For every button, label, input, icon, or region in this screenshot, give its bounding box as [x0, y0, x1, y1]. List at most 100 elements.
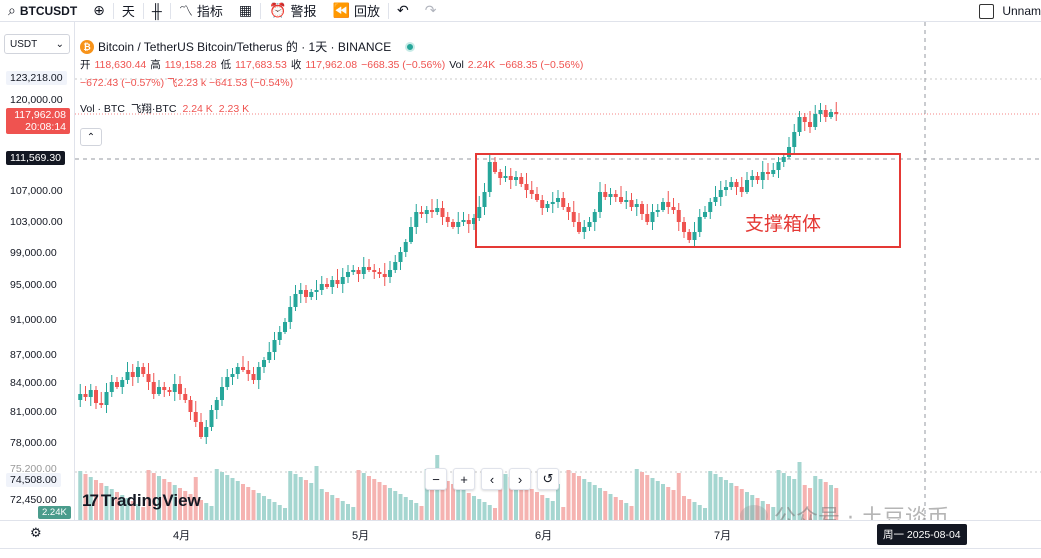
candle-body: [776, 162, 781, 170]
redo-button[interactable]: ↷: [417, 0, 445, 22]
scroll-left-button[interactable]: ‹: [481, 468, 503, 490]
volume-value-1: 2.24 K: [182, 103, 213, 115]
volume-bar: [319, 489, 324, 520]
volume-tag: 2.24K: [38, 506, 71, 519]
candle-body: [225, 377, 230, 387]
candle-body: [220, 387, 224, 400]
layout-checkbox[interactable]: [979, 3, 995, 19]
undo-button[interactable]: ↶: [389, 0, 417, 22]
zoom-out-button[interactable]: −: [425, 468, 447, 490]
candlestick-chart[interactable]: [75, 22, 1041, 520]
volume-bar: [445, 481, 450, 520]
replay-button[interactable]: ⏪ 回放: [325, 0, 388, 22]
candle-body: [687, 232, 692, 240]
price-tick: 91,000.00: [10, 314, 57, 326]
support-box-label[interactable]: 支撑箱体: [745, 213, 822, 235]
tradingview-logo[interactable]: 17 TradingView: [82, 491, 201, 511]
candle-body: [403, 242, 408, 252]
low-price-tag: 74,508.00: [6, 473, 61, 487]
candle-body: [461, 220, 466, 222]
indicators-button[interactable]: 〽 指标: [171, 0, 231, 22]
candle-body: [256, 367, 261, 380]
price-axis[interactable]: USDT ⌄ 123,218.00 120,000.00 117,962.08 …: [0, 22, 75, 520]
volume-bar: [104, 486, 109, 520]
candle-body: [414, 212, 419, 227]
candle-body: [183, 394, 188, 400]
volume-bar: [582, 479, 587, 520]
currency-select[interactable]: USDT ⌄: [4, 34, 70, 54]
candle-body: [435, 208, 440, 212]
open-label: 开: [80, 59, 91, 71]
plus-circle-icon: ⊕: [93, 2, 105, 18]
volume-bar: [372, 479, 377, 520]
volume-bar: [188, 494, 193, 520]
volume-bar: [718, 477, 723, 520]
volume-bar: [829, 485, 833, 520]
volume-bar: [561, 507, 566, 520]
candle-body: [797, 117, 802, 132]
candle-body: [172, 384, 177, 392]
account-area: Unnam: [979, 0, 1041, 22]
candle-body: [519, 177, 524, 184]
volume-bar: [634, 469, 639, 520]
candle-body: [498, 172, 503, 178]
account-name[interactable]: Unnam: [1002, 4, 1041, 18]
settings-gear-icon[interactable]: ⚙: [30, 525, 42, 540]
volume-value-2: 2.23 K: [218, 103, 250, 115]
volume-bar: [650, 478, 655, 520]
price-tick: 78,000.00: [10, 437, 57, 449]
candle-body: [823, 110, 828, 117]
collapse-legend-button[interactable]: ⌃: [80, 128, 102, 146]
volume-bar: [99, 483, 104, 520]
volume-bar: [739, 489, 744, 520]
volume-bar: [388, 488, 392, 520]
candle-body: [718, 190, 723, 197]
change-value: −668.35 (−0.56%): [361, 59, 446, 71]
volume-bar: [78, 471, 83, 520]
symbol-search[interactable]: ⌕ BTCUSDT: [0, 0, 85, 22]
volume-bar: [125, 498, 130, 520]
layouts-button[interactable]: ▦: [231, 0, 260, 22]
high-label: 高: [150, 59, 161, 71]
volume-bar: [703, 508, 707, 520]
candle-body: [703, 212, 707, 217]
divider: [112, 2, 114, 19]
candle-body: [666, 202, 671, 207]
volume-bar: [225, 475, 230, 520]
time-axis[interactable]: ⚙ 4月 5月 6月 7月 周一 2025-08-04: [0, 520, 1041, 548]
vol-change-value: −668.35 (−0.56%): [499, 59, 584, 71]
interval-button[interactable]: 天: [114, 0, 143, 22]
volume-name-2: 飞翔·BTC: [130, 103, 177, 115]
candle-body: [309, 292, 314, 297]
volume-bar: [414, 503, 419, 520]
candle-body: [713, 197, 718, 202]
alerts-button[interactable]: ⏰ 警报: [261, 0, 324, 22]
chart-type-button[interactable]: ╫: [144, 0, 170, 22]
volume-bar: [687, 499, 692, 520]
volume-bar: [183, 491, 188, 520]
scroll-right-button[interactable]: ›: [509, 468, 531, 490]
candle-body: [451, 222, 455, 227]
candle-body: [739, 187, 744, 192]
volume-bar: [456, 487, 461, 520]
volume-bar: [498, 471, 503, 520]
zoom-in-button[interactable]: +: [453, 468, 475, 490]
chart-pane[interactable]: [75, 22, 1041, 520]
candle-body: [734, 182, 739, 187]
candle-body: [766, 172, 770, 174]
price-tick: 95,000.00: [10, 279, 57, 291]
reset-chart-button[interactable]: ↺: [537, 468, 559, 490]
candle-body: [293, 294, 298, 307]
volume-bar: [577, 476, 581, 520]
time-label-jul: 7月: [714, 530, 732, 542]
high-value: 119,158.28: [164, 59, 217, 71]
volume-bar: [246, 487, 251, 520]
volume-bar: [524, 486, 529, 520]
candle-body: [162, 387, 167, 390]
candle-body: [99, 403, 104, 405]
candle-body: [262, 360, 266, 367]
add-symbol-button[interactable]: ⊕: [85, 0, 113, 22]
candle-body: [330, 280, 335, 287]
countdown: 20:08:14: [25, 121, 66, 133]
candle-body: [430, 210, 434, 212]
